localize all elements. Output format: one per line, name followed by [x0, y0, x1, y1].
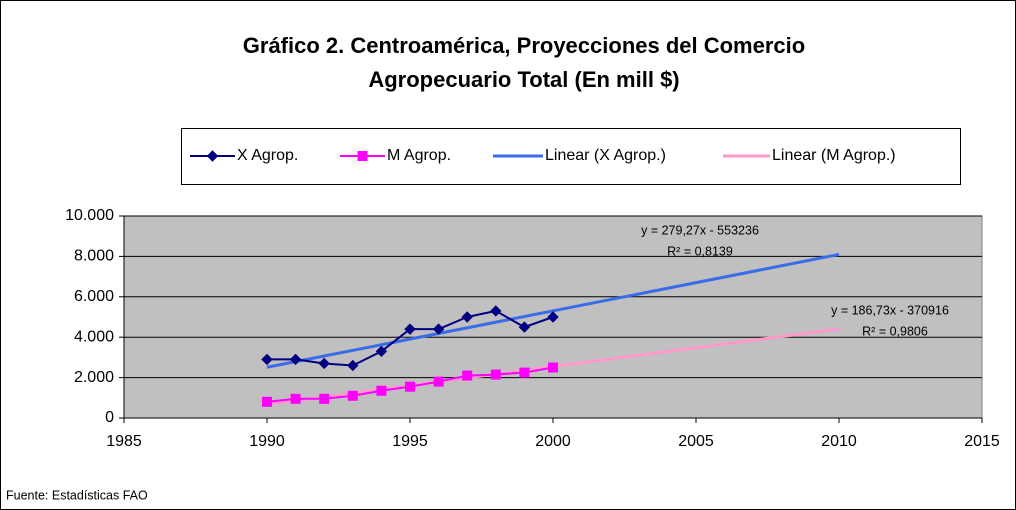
- legend-marker: [206, 150, 219, 162]
- marker: [319, 393, 330, 404]
- x-tick-label: 1995: [392, 433, 428, 450]
- marker: [462, 370, 473, 381]
- marker: [289, 353, 302, 366]
- marker: [547, 311, 559, 323]
- marker: [519, 367, 530, 378]
- marker: [261, 353, 273, 366]
- marker: [318, 357, 330, 370]
- marker: [461, 311, 473, 323]
- y-tick-label: 8.000: [74, 248, 114, 265]
- trend-equation: y = 279,27x - 553236: [641, 223, 759, 237]
- trend-equation: R² = 0,9806: [862, 324, 928, 338]
- x-tick-label: 1990: [249, 433, 285, 450]
- y-tick-label: 2.000: [74, 369, 114, 386]
- marker: [490, 305, 502, 317]
- marker: [290, 393, 301, 404]
- marker: [262, 396, 272, 407]
- marker: [433, 376, 444, 387]
- x-tick-label: 2005: [678, 433, 714, 450]
- x-tick-label: 2015: [964, 433, 1000, 450]
- legend-label: X Agrop.: [237, 147, 298, 164]
- marker: [548, 362, 558, 373]
- legend-label: Linear (M Agrop.): [772, 147, 896, 164]
- legend-label: M Agrop.: [387, 147, 451, 164]
- legend-label: Linear (X Agrop.): [545, 147, 666, 164]
- x-tick-label: 2000: [535, 433, 571, 450]
- marker: [347, 359, 359, 372]
- marker: [490, 369, 501, 380]
- trend-line: [266, 252, 840, 369]
- marker: [404, 323, 416, 335]
- y-tick-label: 0: [105, 409, 114, 426]
- marker: [376, 385, 387, 396]
- y-tick-label: 4.000: [74, 328, 114, 345]
- x-tick-label: 2010: [821, 433, 857, 450]
- source-note: Fuente: Estadísticas FAO: [6, 488, 148, 502]
- marker: [375, 345, 388, 358]
- x-tick-label: 1985: [106, 433, 142, 450]
- legend-box: [181, 128, 961, 185]
- trend-equation: R² = 0,8139: [667, 244, 733, 258]
- marker: [405, 381, 415, 392]
- trend-equation: y = 186,73x - 370916: [831, 303, 949, 317]
- marker: [432, 323, 445, 335]
- marker: [518, 321, 531, 333]
- marker: [347, 390, 358, 401]
- chart-title: Gráfico 2. Centroamérica, Proyecciones d…: [243, 33, 805, 58]
- chart-title: Agropecuario Total (En mill $): [368, 67, 679, 92]
- y-tick-label: 6.000: [74, 288, 114, 305]
- legend-marker: [357, 151, 368, 161]
- y-tick-label: 10.000: [65, 207, 114, 224]
